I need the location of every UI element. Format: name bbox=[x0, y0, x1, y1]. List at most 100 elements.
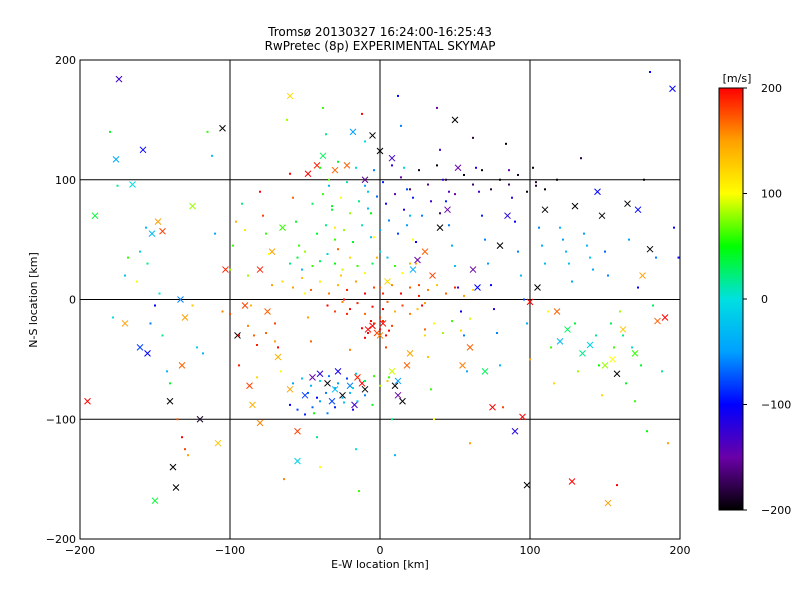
data-point-dot bbox=[385, 202, 387, 205]
data-point-dot bbox=[356, 302, 359, 305]
data-point-dot bbox=[490, 284, 492, 287]
data-point-x bbox=[354, 373, 361, 381]
data-point-dot bbox=[427, 288, 429, 291]
x-tick-label: 0 bbox=[377, 544, 384, 557]
data-point-dot bbox=[604, 250, 606, 253]
data-point-dot bbox=[301, 377, 303, 380]
data-point-dot bbox=[442, 332, 444, 335]
data-point-dot bbox=[454, 193, 456, 196]
data-point-dot bbox=[310, 340, 312, 343]
data-point-dot bbox=[319, 466, 321, 469]
data-point-dot bbox=[184, 448, 186, 451]
data-point-dot bbox=[304, 250, 306, 253]
data-point-dot bbox=[427, 355, 429, 358]
data-point-x bbox=[189, 202, 196, 210]
data-point-dot bbox=[349, 308, 351, 311]
data-point-dot bbox=[310, 288, 312, 291]
data-point-dot bbox=[532, 166, 534, 169]
data-point-dot bbox=[424, 328, 426, 331]
data-point-dot bbox=[613, 346, 615, 349]
data-point-dot bbox=[409, 262, 411, 265]
data-point-dot bbox=[265, 232, 267, 235]
data-point-dot bbox=[334, 226, 336, 229]
data-point-dot bbox=[373, 322, 375, 325]
data-point-x bbox=[639, 272, 646, 279]
data-point-dot bbox=[436, 284, 438, 287]
data-point-x bbox=[172, 484, 180, 491]
data-point-dot bbox=[346, 377, 348, 380]
data-point-dot bbox=[334, 262, 336, 265]
data-point-dot bbox=[502, 406, 504, 409]
data-point-dot bbox=[271, 284, 273, 287]
plot-area: −200 −100 0 100 200 −200 −100 0 100 200 bbox=[46, 54, 691, 557]
colorbar: 200 100 0 −100 −200 bbox=[718, 82, 791, 517]
data-point-dot bbox=[409, 188, 411, 191]
data-point-dot bbox=[191, 304, 194, 307]
data-point-dot bbox=[379, 286, 381, 289]
data-point-x bbox=[339, 391, 346, 399]
data-point-dot bbox=[296, 256, 299, 259]
data-point-dot bbox=[371, 262, 374, 265]
data-point-dot bbox=[301, 276, 303, 279]
data-point-dot bbox=[356, 400, 359, 403]
data-point-dot bbox=[652, 304, 654, 307]
data-point-x bbox=[264, 308, 271, 315]
data-point-dot bbox=[334, 238, 336, 241]
data-point-x bbox=[351, 401, 358, 409]
data-point-dot bbox=[655, 256, 657, 259]
y-tick-label: −200 bbox=[46, 533, 76, 546]
data-point-dot bbox=[382, 308, 384, 311]
data-point-dot bbox=[583, 232, 585, 235]
data-point-x bbox=[586, 341, 594, 349]
data-point-dot bbox=[439, 148, 441, 151]
data-point-x bbox=[481, 367, 489, 375]
data-point-dot bbox=[508, 169, 510, 172]
data-point-x bbox=[196, 415, 204, 423]
data-point-dot bbox=[409, 312, 411, 315]
data-point-dot bbox=[341, 268, 344, 271]
data-point-x bbox=[409, 266, 417, 273]
data-point-dot bbox=[400, 124, 402, 127]
data-point-x bbox=[148, 230, 156, 237]
data-point-dot bbox=[259, 190, 261, 193]
data-point-dot bbox=[427, 183, 429, 186]
data-point-dot bbox=[472, 136, 474, 139]
data-point-dot bbox=[388, 376, 390, 379]
data-point-dot bbox=[352, 241, 354, 244]
data-point-x bbox=[286, 385, 294, 393]
data-point-x bbox=[496, 242, 504, 249]
data-point-dot bbox=[418, 284, 420, 287]
data-point-dot bbox=[469, 317, 471, 320]
data-point-x bbox=[489, 403, 496, 411]
data-point-dot bbox=[268, 252, 270, 255]
data-point-x bbox=[661, 314, 669, 321]
data-point-dot bbox=[391, 418, 393, 421]
data-point-dot bbox=[334, 387, 336, 390]
data-point-dot bbox=[337, 248, 339, 251]
data-point-dot bbox=[562, 238, 564, 241]
data-point-dot bbox=[382, 292, 384, 295]
data-point-dot bbox=[412, 196, 414, 199]
data-point-dot bbox=[316, 436, 318, 439]
data-point-dot bbox=[229, 312, 231, 315]
data-point-dot bbox=[311, 202, 314, 205]
data-point-x bbox=[343, 162, 351, 169]
data-point-dot bbox=[622, 334, 624, 337]
data-point-x bbox=[214, 439, 222, 447]
data-point-x bbox=[249, 401, 256, 409]
data-point-dot bbox=[181, 436, 183, 439]
data-point-dot bbox=[424, 302, 426, 305]
data-point-dot bbox=[274, 340, 276, 343]
data-point-x bbox=[474, 284, 481, 291]
data-point-dot bbox=[355, 448, 357, 451]
data-point-dot bbox=[292, 382, 294, 385]
data-point-dot bbox=[424, 334, 426, 337]
data-point-dot bbox=[196, 346, 198, 349]
data-point-dot bbox=[481, 169, 483, 172]
data-point-dot bbox=[505, 142, 507, 145]
data-point-dot bbox=[439, 212, 441, 215]
data-point-dot bbox=[403, 208, 405, 211]
data-point-dot bbox=[574, 322, 576, 325]
data-point-dot bbox=[544, 188, 546, 191]
